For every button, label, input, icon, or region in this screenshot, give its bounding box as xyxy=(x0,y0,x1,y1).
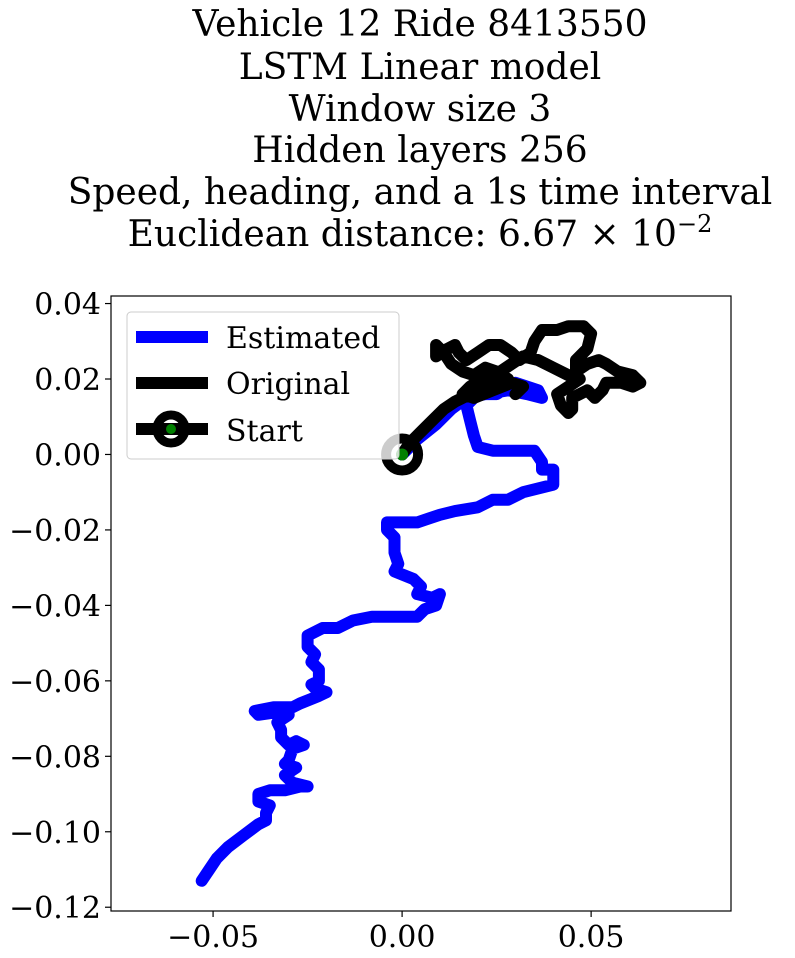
series-line-original xyxy=(396,320,647,461)
legend-label-start: Start xyxy=(226,414,303,449)
y-tick-label: −0.12 xyxy=(9,891,101,926)
series-layer xyxy=(195,320,647,887)
series-line-estimated xyxy=(195,376,560,887)
chart-title: Vehicle 12 Ride 8413550 LSTM Linear mode… xyxy=(68,4,773,255)
y-tick-label: −0.02 xyxy=(9,514,101,549)
legend-swatch-start-dot xyxy=(166,424,176,434)
plot-frame xyxy=(110,295,732,912)
x-tick-label: −0.05 xyxy=(167,920,259,955)
x-tick-label: 0.05 xyxy=(558,920,625,955)
x-tick-label: 0.00 xyxy=(369,920,436,955)
distance-times: × 10 xyxy=(578,214,677,255)
distance-prefix: Euclidean distance: xyxy=(128,214,498,255)
distance-exponent: −2 xyxy=(677,210,712,238)
distance-mantissa: 6.67 xyxy=(498,214,578,255)
legend-box xyxy=(126,311,400,460)
title-line-2: LSTM Linear model xyxy=(239,47,602,88)
y-tick-label: −0.06 xyxy=(9,665,101,700)
y-tick-label: 0.02 xyxy=(34,363,101,398)
legend-swatch-start-ring xyxy=(152,410,190,448)
legend-label-estimated: Estimated xyxy=(226,321,380,356)
title-line-3: Window size 3 xyxy=(289,89,552,130)
title-line-6: Euclidean distance: 6.67 × 10−2 xyxy=(128,210,713,255)
y-tick-label: 0.00 xyxy=(34,438,101,473)
y-tick-label: −0.04 xyxy=(9,589,101,624)
legend: Estimated Original Start xyxy=(126,311,400,460)
y-axis: 0.04 0.02 0.00 −0.02 −0.04 −0.06 −0.08 −0.10 −0.… xyxy=(9,288,111,926)
legend-label-original: Original xyxy=(226,367,350,402)
y-tick-label: −0.08 xyxy=(9,740,101,775)
title-line-5: Speed, heading, and a 1s time interval xyxy=(68,172,773,213)
title-line-4: Hidden layers 256 xyxy=(252,130,587,171)
y-tick-label: 0.04 xyxy=(34,288,101,323)
y-tick-label: −0.10 xyxy=(9,816,101,851)
title-line-1: Vehicle 12 Ride 8413550 xyxy=(191,4,647,45)
x-axis: −0.05 0.00 0.05 xyxy=(167,911,625,955)
